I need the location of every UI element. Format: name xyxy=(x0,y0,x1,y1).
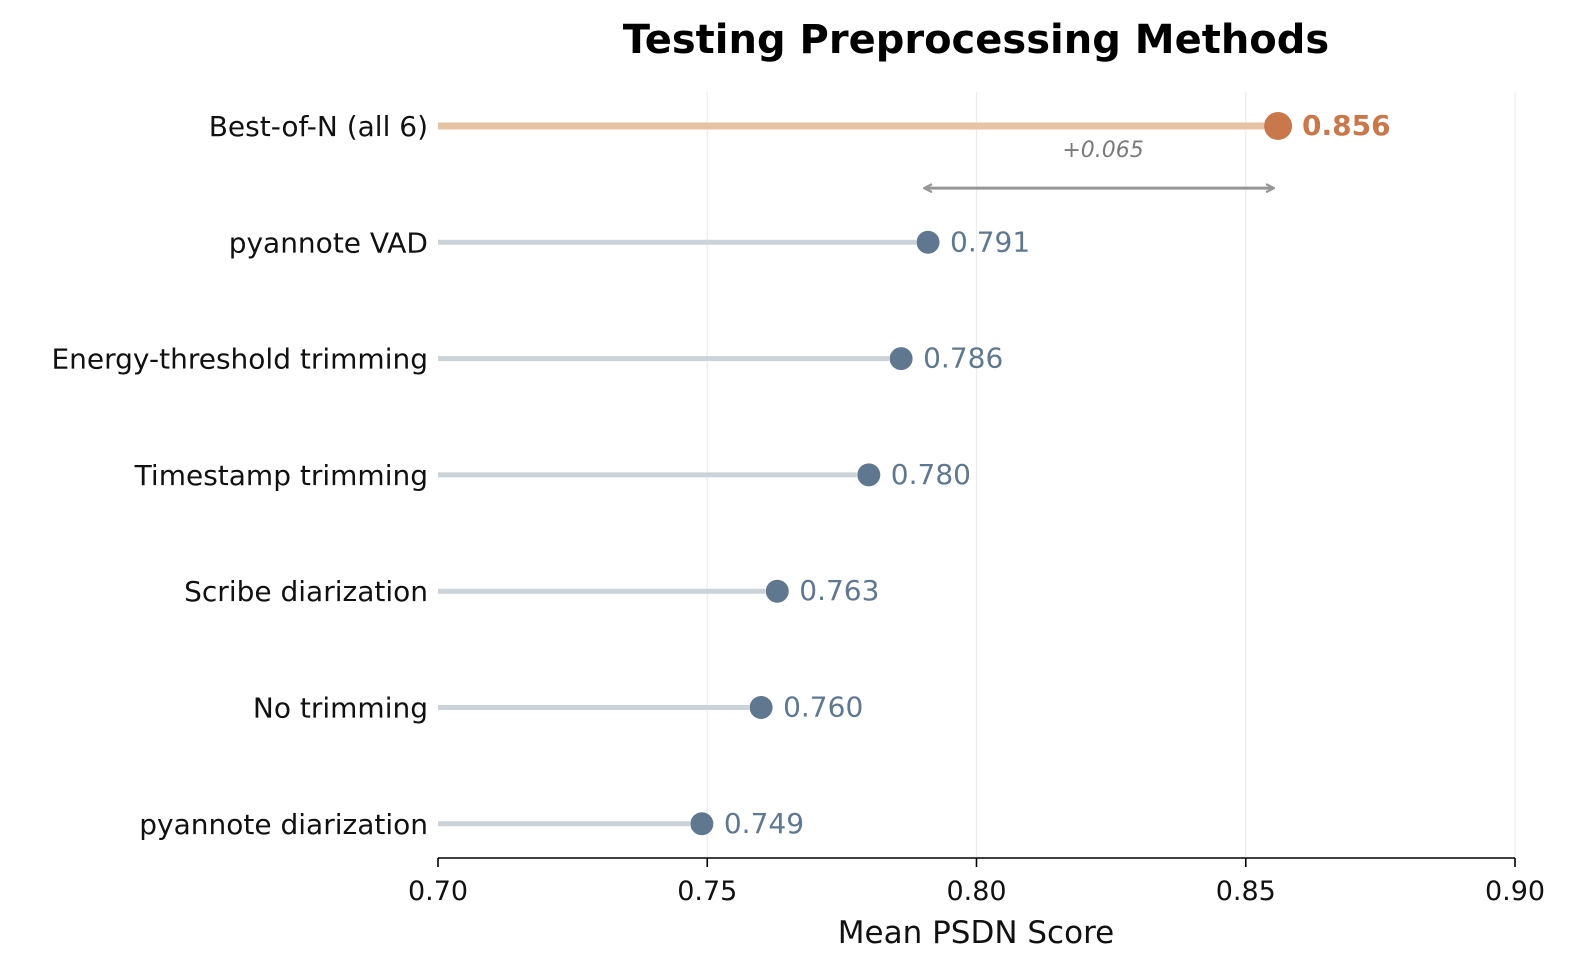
value-label: 0.749 xyxy=(724,807,804,840)
x-tick-label: 0.85 xyxy=(1216,876,1276,907)
lollipop-point xyxy=(749,696,773,719)
x-tick-label: 0.90 xyxy=(1485,876,1545,907)
value-label: 0.791 xyxy=(950,225,1030,258)
lollipop-points xyxy=(690,112,1293,836)
difference-annotation: +0.065 xyxy=(925,138,1273,188)
value-label: 0.760 xyxy=(783,691,863,724)
value-labels: 0.856 0.791 0.786 0.780 0.763 0.760 0.749 xyxy=(724,109,1391,840)
x-tick-label: 0.75 xyxy=(677,876,737,907)
lollipop-point xyxy=(916,230,940,254)
value-label: 0.856 xyxy=(1302,109,1391,142)
value-label: 0.780 xyxy=(891,458,971,491)
lollipop-stems xyxy=(438,122,1265,827)
difference-label: +0.065 xyxy=(1062,138,1143,163)
lollipop-point xyxy=(857,463,881,487)
category-label: pyannote VAD xyxy=(229,226,428,259)
value-label: 0.786 xyxy=(923,342,1003,375)
category-label: Scribe diarization xyxy=(184,575,428,608)
x-axis-label: Mean PSDN Score xyxy=(838,915,1114,951)
category-labels: Best-of-N (all 6) pyannote VAD Energy-thre… xyxy=(51,110,428,841)
lollipop-point xyxy=(690,812,714,836)
lollipop-point xyxy=(1264,112,1293,140)
x-axis: 0.70 0.75 0.80 0.85 0.90 xyxy=(408,857,1545,907)
value-label: 0.763 xyxy=(799,574,879,607)
category-label: Energy-threshold trimming xyxy=(51,343,428,376)
category-label: pyannote diarization xyxy=(139,808,428,841)
lollipop-point xyxy=(765,579,789,603)
chart-title: Testing Preprocessing Methods xyxy=(623,17,1329,63)
x-tick-label: 0.70 xyxy=(408,876,468,907)
lollipop-point xyxy=(889,347,913,371)
category-label: No trimming xyxy=(253,692,428,725)
category-label: Timestamp trimming xyxy=(134,459,428,492)
x-tick-label: 0.80 xyxy=(946,876,1006,907)
category-label: Best-of-N (all 6) xyxy=(209,110,428,143)
